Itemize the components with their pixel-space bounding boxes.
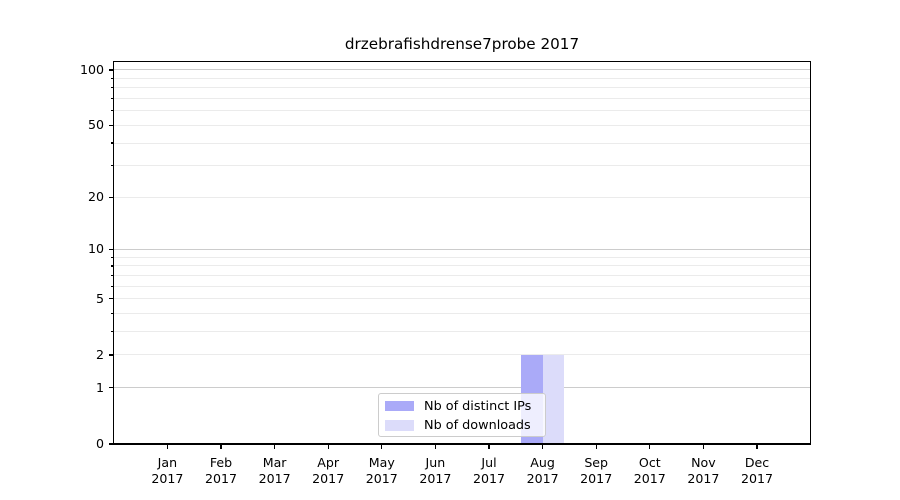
legend-label-downloads: Nb of downloads xyxy=(424,418,531,433)
x-tick-label: Sep 2017 xyxy=(564,455,628,486)
x-axis-spine-bottom xyxy=(112,443,812,445)
minor-gridline xyxy=(114,124,810,126)
major-gridline xyxy=(114,387,810,389)
x-tick-mark xyxy=(702,444,704,449)
y-tick-label: 10 xyxy=(87,241,104,257)
y-minor-tick-mark xyxy=(110,165,113,167)
minor-gridline xyxy=(114,265,810,267)
major-gridline xyxy=(114,249,810,251)
x-tick-label: Apr 2017 xyxy=(296,455,360,486)
x-tick-mark xyxy=(274,444,276,449)
x-tick-label: Nov 2017 xyxy=(671,455,735,486)
x-tick-label-year: 2017 xyxy=(312,470,345,486)
y-tick-mark xyxy=(108,124,113,126)
x-tick-label-year: 2017 xyxy=(365,470,398,486)
minor-gridline xyxy=(114,110,810,112)
legend: Nb of distinct IPs Nb of downloads xyxy=(378,392,546,437)
legend-label-distinct-ips: Nb of distinct IPs xyxy=(424,398,532,414)
y-tick-mark xyxy=(108,69,113,71)
y-minor-tick-mark xyxy=(110,285,113,287)
bar-downloads xyxy=(542,354,564,444)
x-tick-mark xyxy=(756,444,758,449)
x-tick-label: Feb 2017 xyxy=(189,455,253,486)
y-tick-mark xyxy=(108,387,113,389)
minor-gridline xyxy=(114,313,810,315)
y-tick-label: 20 xyxy=(87,189,104,205)
y-axis-spine-left xyxy=(112,60,114,445)
x-tick-label: Aug 2017 xyxy=(511,455,575,486)
y-minor-tick-mark xyxy=(110,97,113,100)
y-minor-tick-mark xyxy=(110,142,113,144)
x-tick-label-year: 2017 xyxy=(204,470,238,486)
x-tick-label-year: 2017 xyxy=(580,470,613,486)
minor-gridline xyxy=(114,165,810,167)
minor-gridline xyxy=(114,274,810,276)
y-minor-tick-mark xyxy=(110,256,113,258)
y-tick-mark xyxy=(108,249,113,251)
x-tick-mark xyxy=(381,444,383,449)
x-tick-mark xyxy=(595,444,597,449)
y-tick-label: 50 xyxy=(87,117,104,133)
y-tick-label: 2 xyxy=(95,346,104,362)
x-tick-label: Oct 2017 xyxy=(618,455,682,486)
x-tick-mark xyxy=(166,444,168,449)
minor-gridline xyxy=(114,142,810,144)
y-minor-tick-mark xyxy=(110,265,113,267)
x-tick-label: Mar 2017 xyxy=(243,455,307,486)
x-tick-label-year: 2017 xyxy=(526,470,559,486)
x-tick-label: Jan 2017 xyxy=(135,455,199,486)
minor-gridline xyxy=(114,196,810,198)
minor-gridline xyxy=(114,298,810,300)
x-tick-label: Dec 2017 xyxy=(725,455,789,486)
x-tick-label-year: 2017 xyxy=(151,470,184,486)
spine-top xyxy=(112,60,812,63)
x-tick-mark xyxy=(434,444,436,449)
x-tick-mark xyxy=(327,444,329,449)
x-tick-label: May 2017 xyxy=(350,455,414,486)
major-gridline xyxy=(114,69,810,71)
y-tick-mark xyxy=(108,443,113,445)
y-minor-tick-mark xyxy=(110,87,113,89)
x-tick-mark xyxy=(220,444,222,449)
y-tick-label: 1 xyxy=(95,379,104,395)
minor-gridline xyxy=(114,256,810,258)
x-tick-mark xyxy=(488,444,490,449)
y-minor-tick-mark xyxy=(110,274,113,277)
y-tick-mark xyxy=(108,298,113,300)
y-minor-tick-mark xyxy=(110,110,113,112)
chart-title: drzebrafishdrense7probe 2017 xyxy=(344,35,580,53)
legend-item-downloads: Nb of downloads xyxy=(385,418,537,434)
x-tick-mark xyxy=(542,444,544,449)
spine-right xyxy=(810,60,812,445)
x-tick-label-year: 2017 xyxy=(740,470,774,486)
legend-swatch-downloads xyxy=(385,420,414,431)
x-tick-label: Jun 2017 xyxy=(403,455,467,486)
minor-gridline xyxy=(114,77,810,79)
legend-item-distinct-ips: Nb of distinct IPs xyxy=(385,398,537,414)
minor-gridline xyxy=(114,331,810,333)
x-tick-label-year: 2017 xyxy=(687,470,720,486)
y-tick-label: 100 xyxy=(79,61,104,77)
y-tick-mark xyxy=(108,354,113,356)
x-tick-label-year: 2017 xyxy=(419,470,452,486)
x-tick-label-year: 2017 xyxy=(472,470,506,486)
y-tick-mark xyxy=(108,196,113,198)
x-tick-label: Jul 2017 xyxy=(457,455,521,486)
legend-swatch-distinct-ips xyxy=(385,400,414,412)
minor-gridline xyxy=(114,354,810,356)
x-tick-label-year: 2017 xyxy=(633,470,666,486)
x-tick-label-year: 2017 xyxy=(258,470,291,486)
minor-gridline xyxy=(114,285,810,287)
y-minor-tick-mark xyxy=(110,77,113,80)
y-minor-tick-mark xyxy=(110,312,113,315)
minor-gridline xyxy=(114,98,810,100)
y-minor-tick-mark xyxy=(110,331,113,333)
minor-gridline xyxy=(114,87,810,89)
y-tick-label: 0 xyxy=(95,435,104,451)
x-tick-mark xyxy=(649,444,651,449)
y-tick-label: 5 xyxy=(95,290,104,306)
